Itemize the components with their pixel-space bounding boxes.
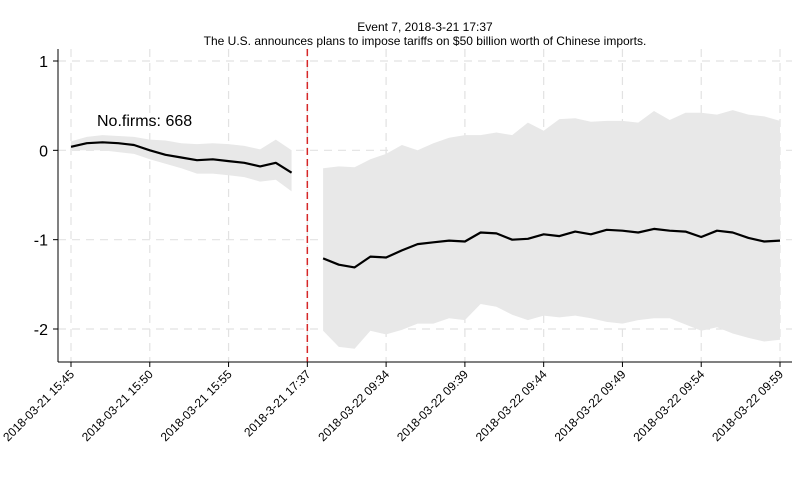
x-tick-label: 2018-03-21 15:50 [79, 367, 156, 444]
chart-subtitle: The U.S. announces plans to impose tarif… [204, 34, 647, 48]
chart-title: Event 7, 2018-3-21 17:37 [357, 20, 493, 34]
x-tick-label: 2018-03-22 09:44 [473, 367, 550, 444]
x-tick-label: 2018-03-21 15:45 [0, 367, 77, 444]
confidence-band-pre-event [71, 135, 292, 192]
x-tick-label: 2018-03-22 09:49 [552, 367, 629, 444]
estimate-line-pre-event [70, 141, 293, 174]
x-tick-label: 2018-03-22 09:39 [394, 367, 471, 444]
estimate-lines [70, 49, 781, 362]
y-tick-label: 1 [39, 54, 48, 71]
x-tick-label: 2018-03-22 09:54 [630, 367, 707, 444]
confidence-bands [71, 110, 780, 349]
y-tick-label: -1 [34, 233, 48, 250]
firm-count-annotation: No.firms: 668 [97, 113, 192, 130]
x-tick-label: 2018-03-22 09:59 [709, 367, 786, 444]
x-tick-label: 2018-3-21 17:37 [241, 367, 313, 439]
y-tick-label: -2 [34, 322, 48, 339]
x-tick-label: 2018-03-21 15:55 [158, 367, 235, 444]
confidence-band-post-event [323, 110, 780, 349]
y-tick-label: 0 [39, 143, 48, 160]
estimate-line-post-event [322, 227, 781, 269]
x-tick-label: 2018-03-22 09:34 [315, 367, 392, 444]
